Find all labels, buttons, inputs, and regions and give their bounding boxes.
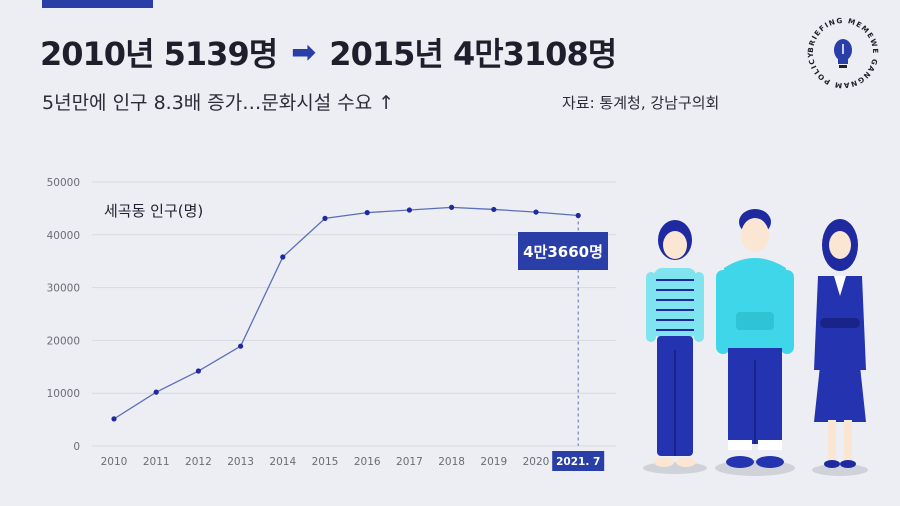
data-point [111, 416, 117, 422]
data-point [238, 343, 244, 349]
arrow-right-icon: ➡ [291, 34, 316, 70]
data-point [153, 389, 159, 395]
data-point [195, 368, 201, 374]
chart-title: 세곡동 인구(명) [104, 202, 203, 220]
y-tick-label: 50000 [47, 177, 80, 189]
data-point [280, 254, 286, 260]
x-tick-label-highlight: 2021. 7 [556, 456, 600, 468]
x-tick-highlight-box [552, 451, 605, 471]
person-hoodie [716, 209, 794, 468]
data-point [533, 209, 539, 215]
headline: 2010년 5139명 ➡ 2015년 4만3108명 [40, 30, 617, 74]
x-tick-label: 2013 [227, 456, 254, 468]
lightbulb-icon [834, 39, 852, 68]
x-tick-label: 2018 [438, 456, 465, 468]
people-illustration [643, 209, 868, 476]
data-point [322, 215, 328, 221]
x-tick-label: 2011 [143, 456, 170, 468]
x-tick-label: 2010 [101, 456, 128, 468]
y-tick-label: 20000 [47, 335, 80, 347]
x-tick-label: 2016 [354, 456, 381, 468]
headline-left: 2010년 5139명 [40, 35, 278, 73]
headline-right: 2015년 4만3108명 [329, 35, 617, 73]
x-tick-label: 2012 [185, 456, 212, 468]
y-tick-label: 10000 [47, 388, 80, 400]
x-tick-label: 2015 [312, 456, 339, 468]
subtitle: 5년만에 인구 8.3배 증가…문화시설 수요 ↑ [42, 92, 395, 114]
x-tick-label: 2019 [480, 456, 507, 468]
series-line [113, 206, 579, 420]
y-tick-label: 0 [73, 441, 80, 453]
policy-briefing-badge: BRIEFING MEMEWE GANGNAM POLICY [806, 16, 879, 90]
x-tick-label: 2020 [523, 456, 550, 468]
data-point [364, 210, 370, 216]
top-accent-bar [42, 0, 153, 8]
source-note: 자료: 통계청, 강남구의회 [562, 94, 720, 112]
highlight-value-box [518, 232, 608, 270]
y-tick-label: 30000 [47, 283, 80, 295]
population-line-chart: 0 10000 20000 30000 40000 50000 세곡동 인구(명) 2010 2… [47, 177, 616, 471]
highlight-value-label: 4만3660명 [523, 243, 603, 261]
y-tick-label: 40000 [47, 230, 80, 242]
x-tick-label: 2017 [396, 456, 423, 468]
data-point [491, 206, 497, 213]
data-point [449, 204, 455, 210]
x-tick-label: 2014 [269, 456, 296, 468]
person-striped-shirt [646, 220, 704, 467]
data-point [406, 207, 412, 213]
data-point [575, 212, 581, 219]
person-suit [814, 219, 866, 468]
